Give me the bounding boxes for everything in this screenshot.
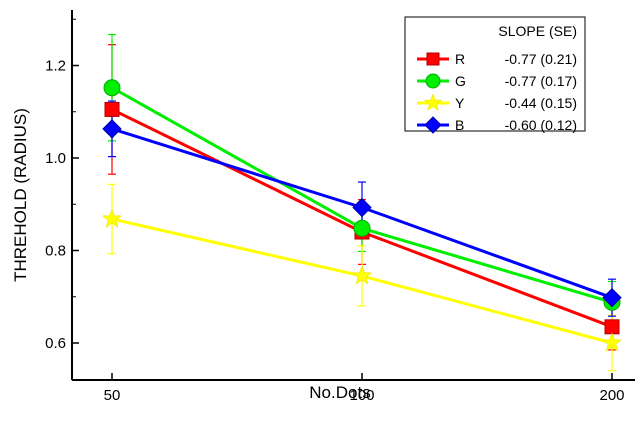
x-tick-label: 200 <box>599 387 624 404</box>
y-tick-label: 1.0 <box>45 150 66 167</box>
legend-slope-b: -0.60 (0.12) <box>505 117 577 133</box>
data-point-b <box>352 197 372 218</box>
data-point-b <box>602 287 622 308</box>
legend-slope-y: -0.44 (0.15) <box>505 95 577 111</box>
legend-label-b: B <box>455 117 464 133</box>
axes: 0.6 0.8 1.0 1.2 50 100 200 <box>45 10 635 404</box>
legend-label-y: Y <box>455 95 465 111</box>
legend-marker-y <box>423 93 443 111</box>
data-point-y <box>351 265 373 285</box>
legend-marker-r <box>426 52 440 66</box>
series-markers <box>101 79 623 352</box>
x-tick-label: 100 <box>349 387 374 404</box>
legend-marker-b <box>424 116 442 134</box>
y-tick-label: 0.6 <box>45 335 66 352</box>
y-tick-label: 1.2 <box>45 58 66 75</box>
legend-label-g: G <box>455 73 466 89</box>
data-point-y <box>601 332 623 352</box>
data-point-y <box>101 208 123 228</box>
legend-slope-g: -0.77 (0.17) <box>505 73 577 89</box>
data-point-b <box>102 119 122 139</box>
data-point-g <box>103 79 121 97</box>
legend-marker-g <box>425 73 441 89</box>
x-tick-label: 50 <box>104 387 121 404</box>
data-point-r <box>604 319 620 335</box>
data-point-g <box>353 219 371 237</box>
legend-title: SLOPE (SE) <box>498 23 577 39</box>
x-axis-title: No.Dots <box>309 383 370 402</box>
legend-slope-r: -0.77 (0.21) <box>505 51 577 67</box>
y-axis-title: THREHOLD (RADIUS) <box>11 108 30 282</box>
legend-label-r: R <box>455 51 465 67</box>
legend: SLOPE (SE) R -0.77 (0.21) G -0.77 (0.17) Y -0.… <box>404 16 586 134</box>
y-tick-label: 0.8 <box>45 243 66 260</box>
data-point-r <box>104 101 120 117</box>
